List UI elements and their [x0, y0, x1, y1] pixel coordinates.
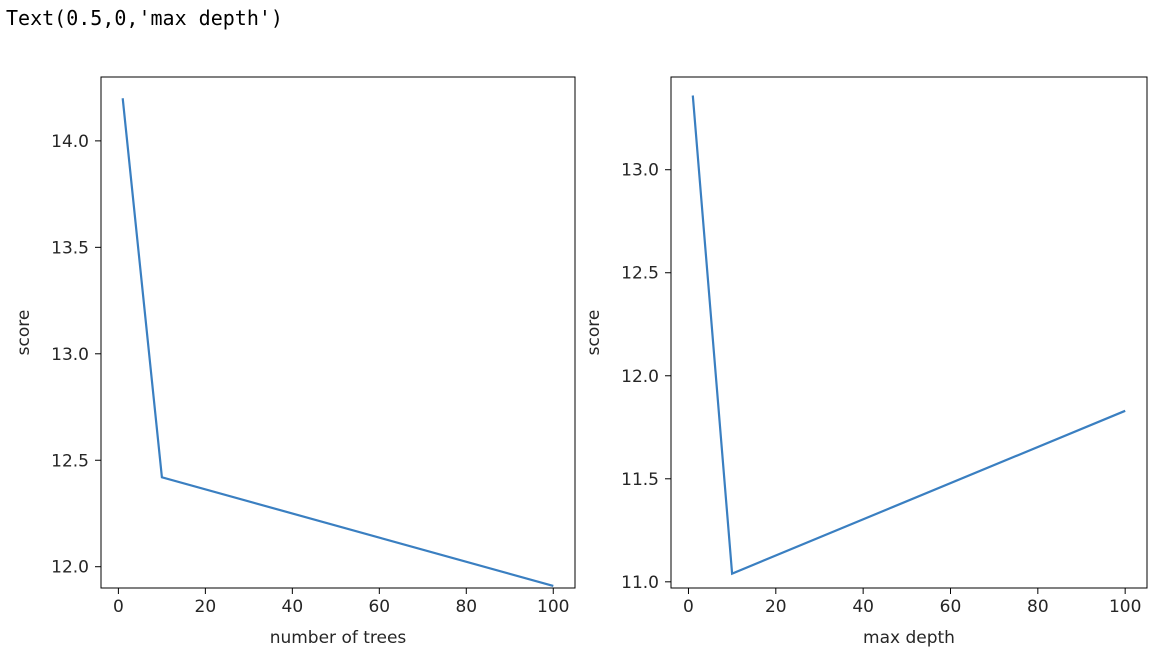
right-x-tick-label: 80 [1027, 597, 1049, 617]
right-y-axis-label: score [584, 310, 604, 356]
right-y-tick-label: 11.0 [621, 573, 659, 593]
left-y-tick-label: 12.5 [51, 451, 89, 471]
left-y-tick-label: 13.0 [51, 345, 89, 365]
left-x-tick-label: 40 [282, 597, 304, 617]
right-x-tick-label: 60 [940, 597, 962, 617]
right-x-tick-label: 20 [765, 597, 787, 617]
left-x-tick-label: 60 [368, 597, 390, 617]
left-axes-frame [100, 76, 576, 589]
right-y-tick-label: 11.5 [621, 470, 659, 490]
left-x-tick-label: 20 [195, 597, 217, 617]
right-x-tick-label: 40 [852, 597, 874, 617]
left-x-tick-label: 0 [113, 597, 124, 617]
left-y-tick-label: 14.0 [51, 132, 89, 152]
right-series-line [691, 95, 1126, 576]
left-y-tick-label: 12.0 [51, 558, 89, 578]
right-y-tick-label: 12.5 [621, 264, 659, 284]
left-y-axis-label: score [14, 310, 34, 356]
left-x-tick-label: 100 [537, 597, 569, 617]
right-x-tick-label: 100 [1109, 597, 1141, 617]
left-x-axis-label: number of trees [270, 628, 407, 648]
right-y-tick-label: 12.0 [621, 367, 659, 387]
right-y-tick-label: 13.0 [621, 161, 659, 181]
right-x-tick-label: 0 [683, 597, 694, 617]
left-y-tick-label: 13.5 [51, 238, 89, 258]
output-text: Text(0.5,0,'max depth') [6, 6, 283, 30]
right-x-axis-label: max depth [863, 628, 955, 648]
right-axes-frame [670, 76, 1148, 589]
left-series-line [121, 98, 554, 587]
left-x-tick-label: 80 [455, 597, 477, 617]
